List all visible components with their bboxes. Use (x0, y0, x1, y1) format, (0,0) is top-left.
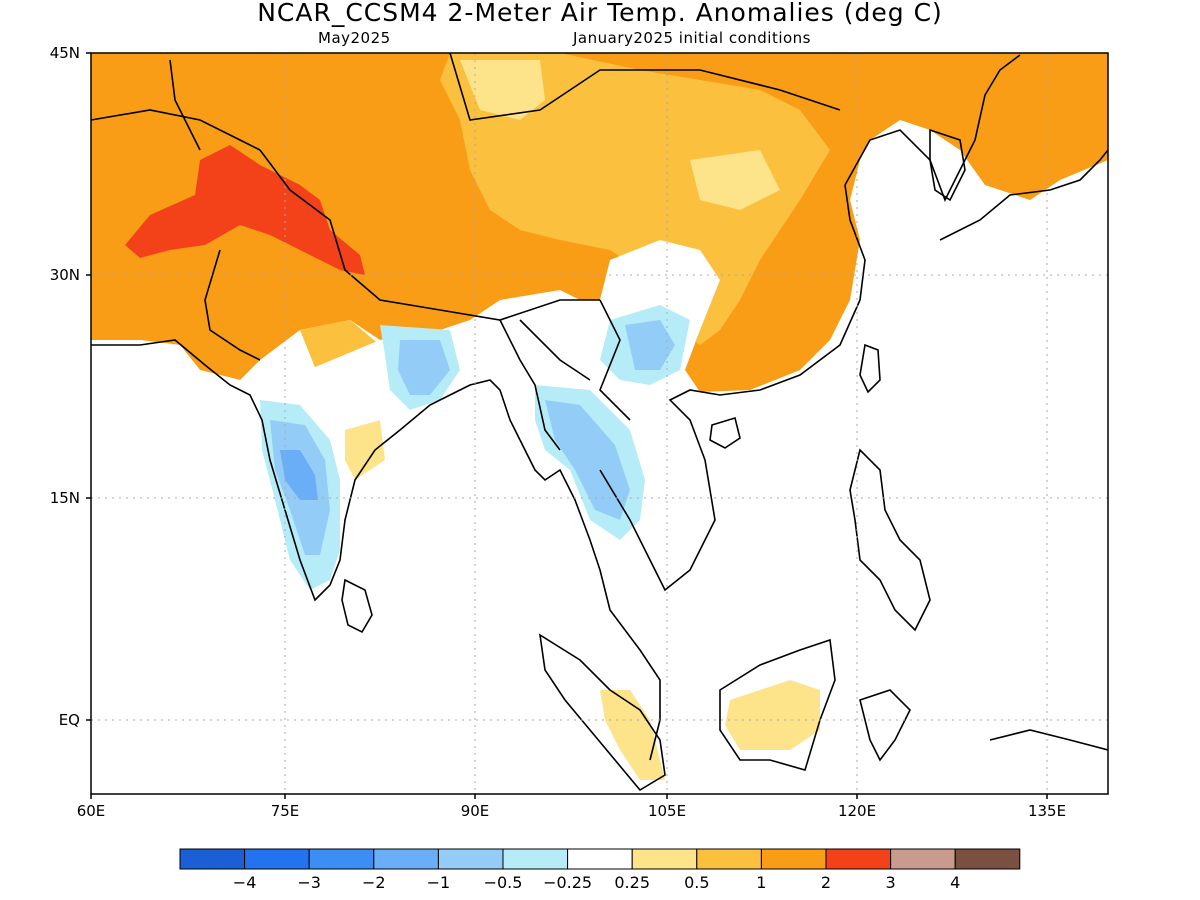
lon-label-135e: 135E (1027, 802, 1067, 820)
colorbar (179, 848, 1021, 870)
forecast-month: May2025 (318, 29, 391, 47)
taiwan-island (859, 343, 881, 394)
colorbar-label: 1 (756, 873, 767, 892)
colorbar-swatch (890, 848, 956, 870)
colorbar-label: −1 (426, 873, 451, 892)
colorbar-swatch (954, 848, 1021, 870)
lon-label-120e: 120E (837, 802, 877, 820)
lat-label-eq: EQ (58, 711, 80, 729)
colorbar-label: −4 (232, 873, 257, 892)
hainan-island (709, 416, 741, 449)
pakistan-india-border (204, 249, 261, 361)
korea-peninsula (929, 128, 966, 202)
colorbar-swatch (631, 848, 698, 870)
slight-warm-anomaly-region (725, 680, 820, 750)
china-north-coastline (844, 54, 1021, 202)
colorbar-swatch (244, 848, 310, 870)
slight-warm-anomaly-region (460, 60, 545, 120)
colorbar-swatch (437, 848, 504, 870)
colorbar-swatch (825, 848, 892, 870)
new-guinea-coast (989, 729, 1108, 751)
colorbar-label: 2 (820, 873, 832, 892)
colorbar-label: 0.25 (614, 873, 650, 892)
indian-subcontinent-coastline (91, 339, 521, 602)
lon-label-90e: 90E (460, 802, 490, 820)
map-frame (90, 52, 1109, 795)
colorbar-swatch (696, 848, 762, 870)
colorbar-label: −0.5 (483, 873, 523, 892)
moderate-cool-anomaly-region (398, 340, 450, 395)
colorbar-swatch (760, 848, 827, 870)
colorbar-label: −2 (362, 873, 386, 892)
colorbar-swatch (567, 848, 633, 870)
lon-label-75e: 75E (270, 802, 300, 820)
slight-warm-anomaly-region (600, 690, 665, 780)
central-asia-borders (91, 53, 841, 421)
colorbar-label: 4 (950, 873, 961, 892)
chart-title: NCAR_CCSM4 2-Meter Air Temp. Anomalies (… (257, 0, 943, 27)
philippines-islands (849, 448, 931, 632)
colorbar-label: −3 (297, 873, 321, 892)
colorbar-label: −0.25 (543, 873, 593, 892)
colorbar-swatch (502, 848, 569, 870)
lon-label-105e: 105E (647, 802, 687, 820)
lat-label-45n: 45N (49, 44, 80, 62)
very-warm-anomaly-region (125, 145, 365, 275)
slight-warm-anomaly-region (345, 420, 385, 480)
colorbar-label: 0.5 (684, 873, 710, 892)
sulawesi-island (859, 689, 911, 762)
strong-cool-anomaly-region (280, 450, 318, 500)
colorbar-swatch (308, 848, 375, 870)
sri-lanka (341, 578, 373, 634)
moderate-cool-anomaly-region (625, 320, 675, 370)
indochina-coastline (599, 184, 866, 592)
sumatra-island (538, 633, 666, 792)
colorbar-label: 3 (885, 873, 896, 892)
southeast-asia-coastline (519, 439, 661, 761)
near-normal-region (91, 340, 260, 400)
lon-label-60e: 60E (76, 802, 106, 820)
colorbar-swatch (179, 848, 246, 870)
initial-conditions: January2025 initial conditions (573, 29, 811, 47)
lat-label-15n: 15N (49, 489, 80, 507)
lat-label-30n: 30N (49, 266, 80, 284)
moderate-cool-anomaly-region (545, 400, 630, 520)
myanmar-borders (499, 319, 561, 451)
japan-islands (939, 149, 1108, 241)
weak-warm-anomaly-region (440, 53, 830, 345)
slight-warm-anomaly-region (690, 150, 780, 210)
colorbar-swatch (373, 848, 439, 870)
